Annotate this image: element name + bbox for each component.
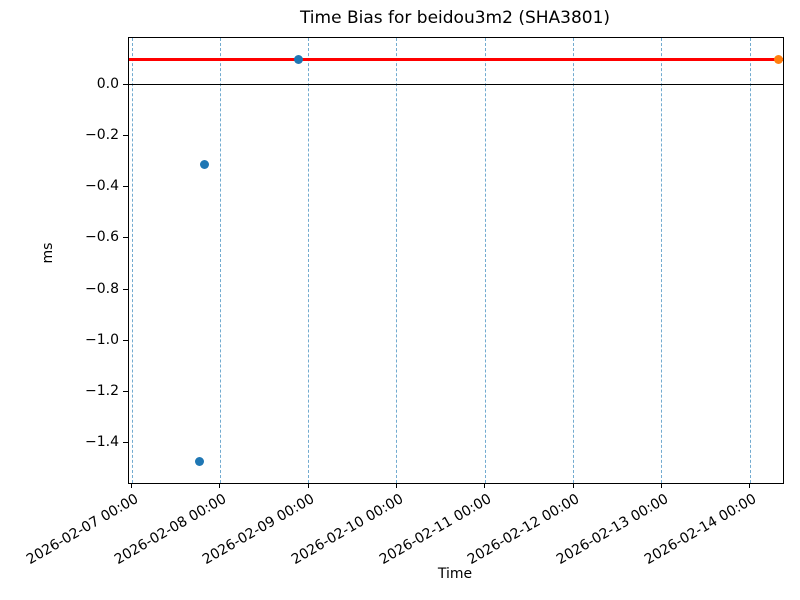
y-tick-mark bbox=[123, 339, 128, 341]
y-tick-label: −0.8 bbox=[85, 280, 119, 297]
x-tick-mark bbox=[131, 483, 132, 488]
y-tick-label: −0.6 bbox=[85, 229, 119, 246]
y-tick-mark bbox=[123, 391, 128, 393]
x-tick-mark bbox=[395, 483, 397, 488]
y-tick-label: −1.0 bbox=[85, 331, 119, 348]
data-point-bias-measurements bbox=[195, 456, 205, 466]
x-gridline bbox=[131, 38, 133, 483]
data-point-latest-bias bbox=[773, 54, 783, 64]
x-gridline bbox=[308, 38, 310, 483]
x-gridline bbox=[749, 38, 751, 483]
x-tick-mark bbox=[572, 483, 574, 488]
chart-title: Time Bias for beidou3m2 (SHA3801) bbox=[299, 8, 611, 28]
data-point-bias-measurements bbox=[200, 159, 210, 169]
y-tick-mark bbox=[123, 288, 128, 290]
y-tick-mark bbox=[123, 135, 128, 137]
plot-area bbox=[128, 37, 784, 484]
x-tick-mark bbox=[484, 483, 486, 488]
x-gridline bbox=[573, 38, 575, 483]
x-gridline bbox=[661, 38, 663, 483]
x-tick-mark bbox=[219, 483, 221, 488]
y-tick-label: −1.4 bbox=[85, 434, 119, 451]
x-tick-mark bbox=[660, 483, 662, 488]
x-gridline bbox=[396, 38, 398, 483]
y-tick-label: −1.2 bbox=[85, 383, 119, 400]
zero-line bbox=[129, 84, 783, 86]
y-tick-mark bbox=[123, 83, 128, 85]
x-gridline bbox=[219, 38, 221, 483]
data-point-bias-measurements bbox=[294, 54, 304, 64]
y-tick-label: −0.2 bbox=[85, 127, 119, 144]
y-tick-mark bbox=[123, 186, 128, 188]
x-tick-mark bbox=[749, 483, 751, 488]
y-tick-mark bbox=[123, 237, 128, 239]
x-gridline bbox=[484, 38, 486, 483]
y-tick-mark bbox=[123, 442, 128, 444]
y-axis-label: ms bbox=[40, 242, 56, 264]
y-tick-label: −0.4 bbox=[85, 178, 119, 195]
x-tick-mark bbox=[307, 483, 309, 488]
y-tick-label: 0.0 bbox=[96, 75, 119, 92]
x-axis-label: Time bbox=[437, 566, 473, 582]
threshold-line bbox=[129, 57, 783, 61]
